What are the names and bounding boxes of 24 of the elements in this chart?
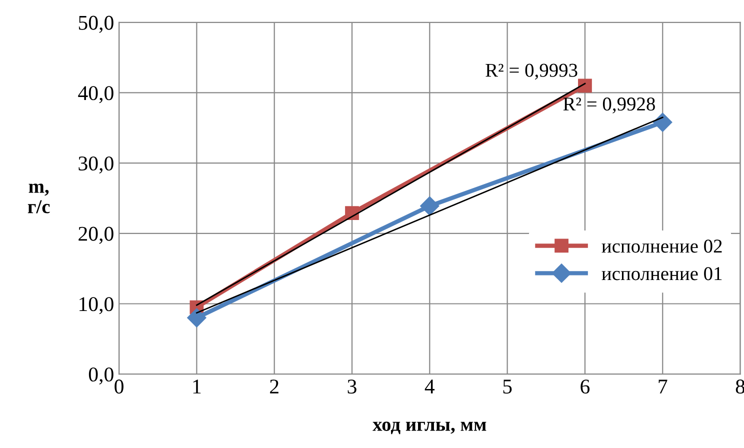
x-tick-label: 1	[193, 380, 201, 394]
point	[653, 112, 672, 132]
point	[420, 196, 440, 216]
legend-label: исполнение 01	[602, 267, 722, 280]
point	[187, 308, 206, 328]
x-tick-label: 6	[580, 380, 590, 394]
y-tick-label: 10,0	[80, 297, 114, 314]
y-tick-label: 20,0	[78, 226, 114, 244]
x-tick-label: 7	[658, 380, 668, 394]
annotation: R² = 0,9993	[486, 64, 578, 80]
x-tick-label: 3	[348, 380, 356, 394]
x-tick-label: 5	[503, 380, 512, 394]
y-tick-label: 0,0	[88, 367, 114, 385]
y-tick-label: 50,0	[78, 16, 114, 33]
x-tick-label: 2	[270, 380, 278, 394]
y-tick-label: 40,0	[78, 86, 114, 104]
point	[578, 78, 592, 93]
y-axis-title: m, г/с	[28, 184, 50, 214]
x-tick-label: 0	[114, 380, 124, 394]
annotation: R² = 0,9928	[563, 98, 655, 114]
legend-label: исполнение 02	[602, 240, 722, 253]
y-tick-label: 30,0	[78, 156, 114, 174]
x-axis-title: ход иглы, мм	[372, 422, 486, 434]
x-tick-label: 4	[424, 380, 435, 394]
